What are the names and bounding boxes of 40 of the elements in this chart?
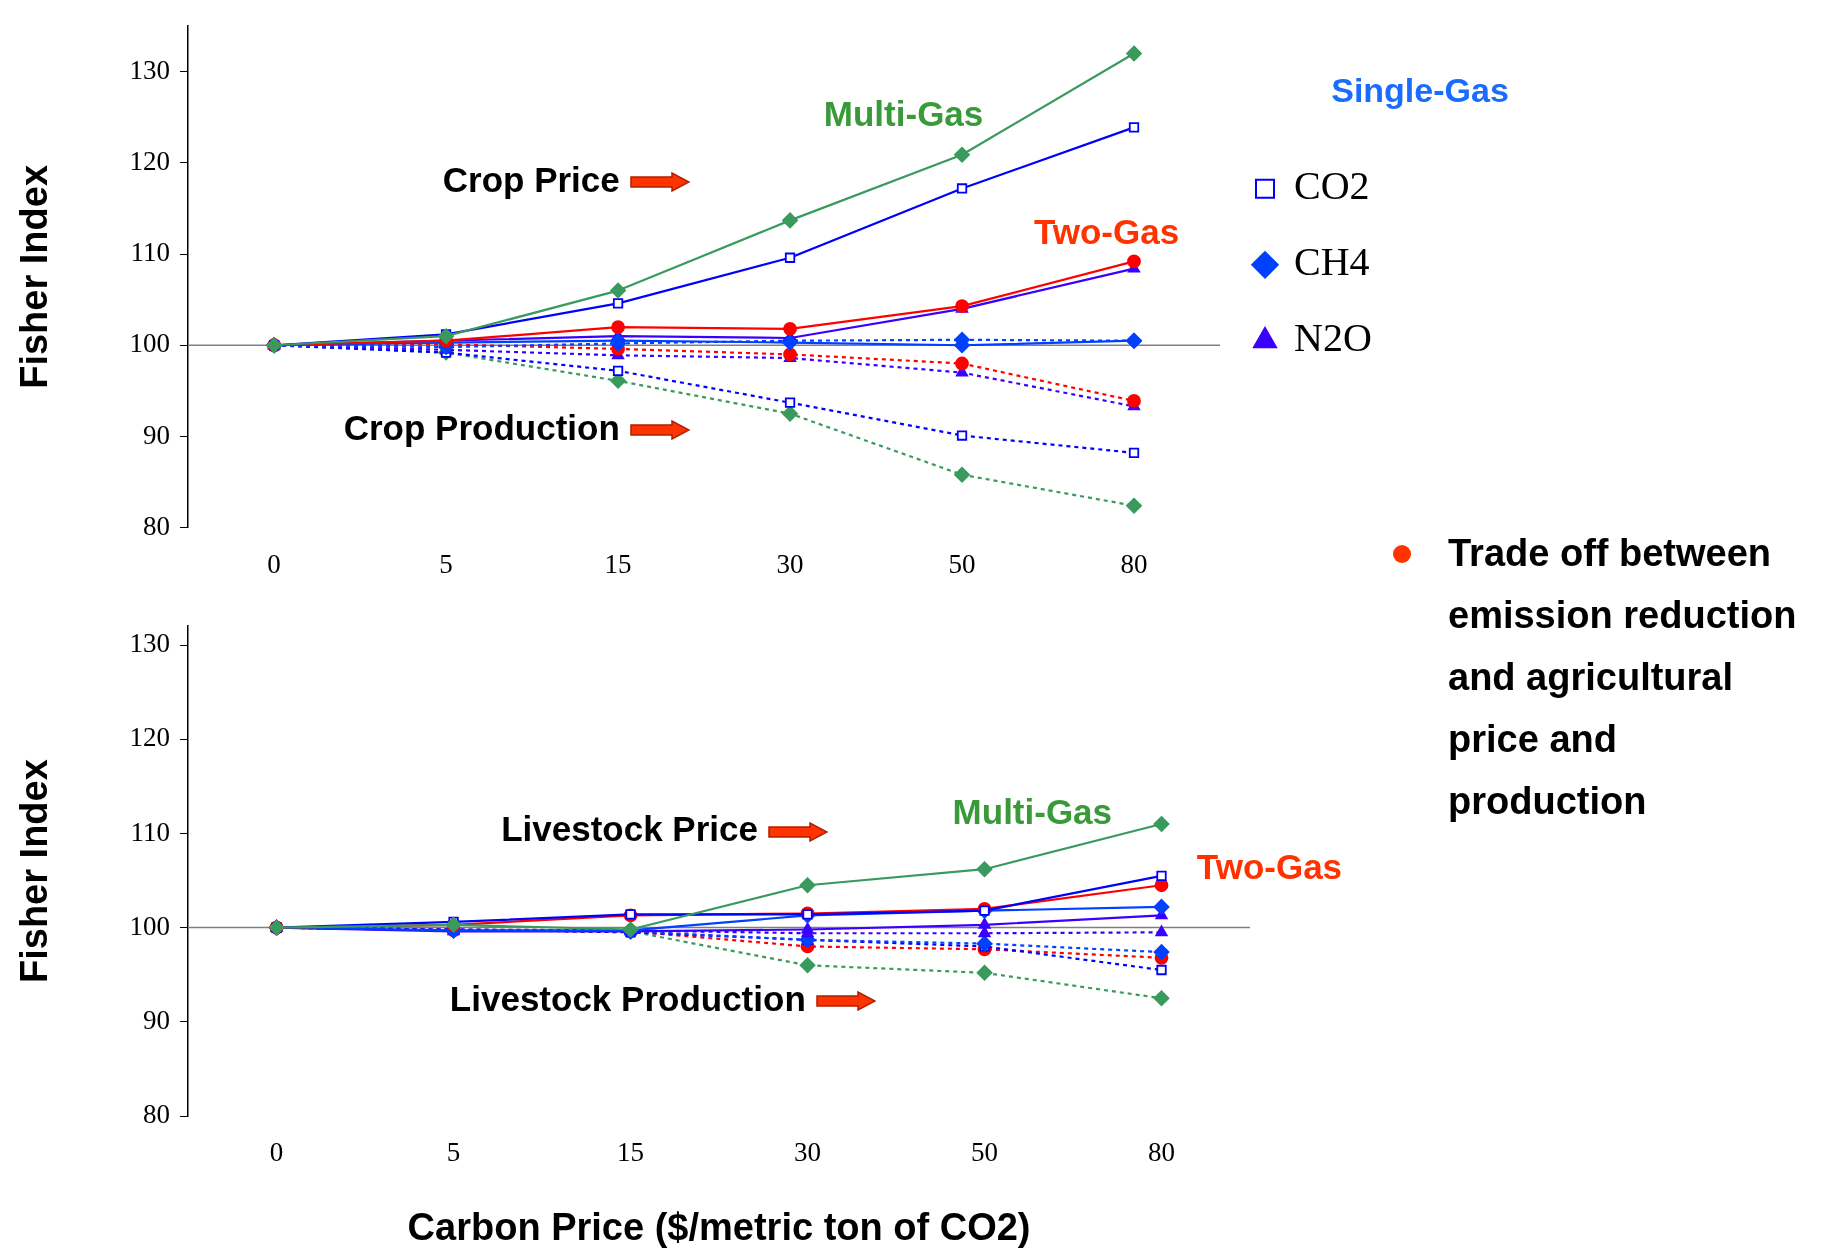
annotation: Livestock Production [449,978,806,1018]
annotation: Crop Price [442,159,620,199]
annotation: Livestock Price [501,809,758,849]
x-tick-label: 5 [439,548,453,579]
x-axis-title: Carbon Price ($/metric ton of CO2) [407,1205,1031,1248]
legend-label: CO2 [1294,163,1370,209]
y-tick-label: 110 [130,237,171,268]
legend-label: N2O [1294,315,1372,361]
x-tick-label: 30 [776,548,804,579]
y-tick-label: 90 [143,1004,171,1035]
y-tick-label: 130 [129,54,171,85]
y-axis-title: Fisher Index [13,759,56,984]
x-tick-label: 30 [794,1137,822,1168]
annotation: Two-Gas [1196,846,1343,886]
y-tick-label: 110 [130,816,171,847]
x-tick-label: 15 [604,548,632,579]
x-tick-label: 15 [617,1137,645,1168]
annotation: Multi-Gas [823,94,984,134]
y-tick-label: 80 [143,510,171,541]
y-tick-label: 130 [129,628,171,659]
legend-title: Single-Gas [1331,71,1509,110]
y-axis-title: Fisher Index [13,164,56,389]
annotation: Multi-Gas [952,792,1113,832]
x-tick-label: 0 [267,548,281,579]
annotation: Two-Gas [1033,211,1180,251]
y-tick-label: 80 [143,1099,171,1130]
x-tick-label: 5 [446,1137,461,1168]
legend-label: CH4 [1294,239,1370,285]
y-tick-label: 120 [129,146,171,177]
y-tick-label: 100 [129,328,171,359]
x-tick-label: 50 [948,548,976,579]
x-tick-label: 0 [269,1137,284,1168]
text: Trade off between emission reduction and agricultural price and production [1448,531,1798,824]
y-tick-label: 90 [143,419,171,450]
annotation: Crop Production [343,407,620,447]
y-tick-label: 120 [129,722,171,753]
x-tick-label: 50 [971,1137,999,1168]
x-tick-label: 80 [1148,1137,1176,1168]
x-tick-label: 80 [1120,548,1148,579]
y-tick-label: 100 [129,910,171,941]
